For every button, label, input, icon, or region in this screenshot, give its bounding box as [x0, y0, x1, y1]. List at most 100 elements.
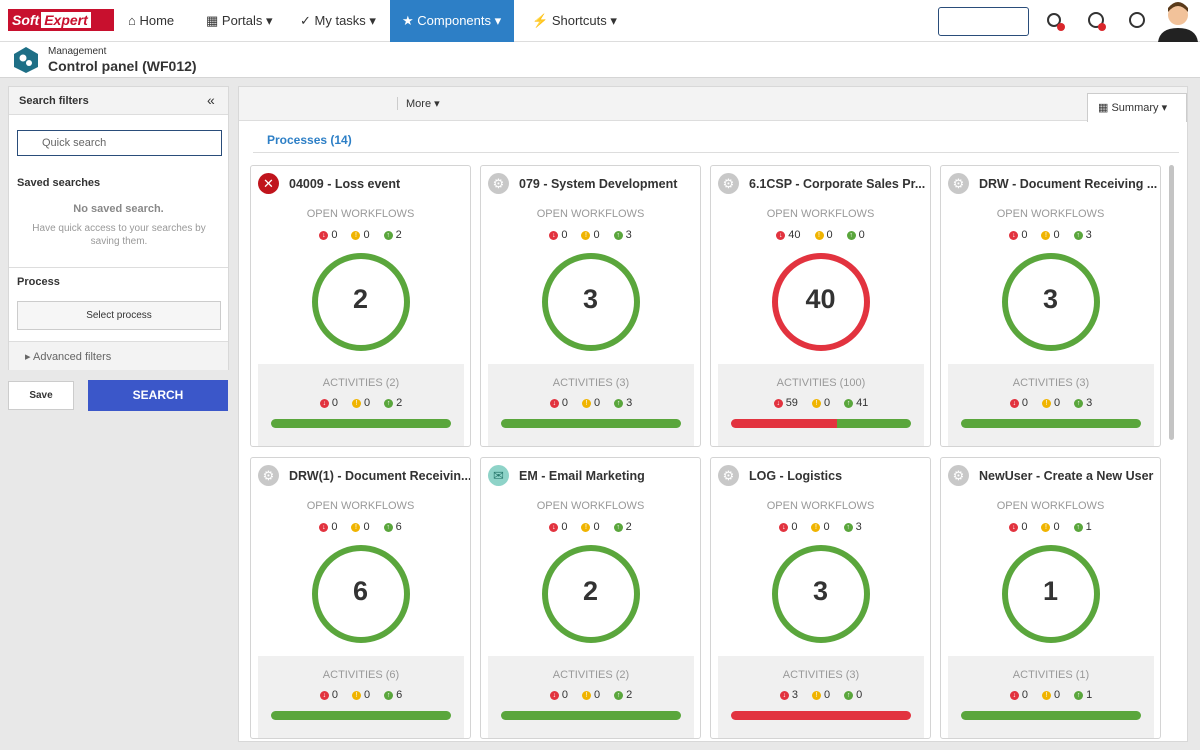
process-card[interactable]: ✉ EM - Email Marketing OPEN WORKFLOWS ↓ 0! 0 ↑…	[480, 457, 701, 739]
status-count: ↓ 0	[1009, 229, 1027, 241]
status-counts: ↓ 0! 0 ↑ 2	[258, 397, 464, 409]
count-value: 0	[823, 397, 831, 409]
total-value: 40	[805, 284, 836, 314]
status-icon: ↓	[779, 690, 789, 700]
status-count: ! 0	[581, 397, 601, 409]
activities-area: ACTIVITIES (2) ↓ 0! 0 ↑ 2	[488, 656, 694, 738]
process-card[interactable]: ⚙ 6.1CSP - Corporate Sales Pr... OPEN WORK…	[710, 165, 931, 447]
panel-title: Search filters	[19, 95, 89, 107]
total-ring	[772, 253, 870, 351]
status-count: ↑ 3	[843, 521, 862, 533]
count-value: 0	[1053, 229, 1060, 241]
status-count: ↑ 41	[844, 397, 868, 409]
status-count: ↓ 0	[549, 397, 568, 409]
total-value: 2	[352, 284, 369, 314]
avatar[interactable]	[1156, 0, 1200, 42]
module-icon	[14, 47, 38, 73]
status-icon: ↓	[319, 398, 329, 408]
count-value: 0	[593, 521, 600, 533]
count-value: 0	[1021, 229, 1028, 241]
process-card[interactable]: ✕ 04009 - Loss event OPEN WORKFLOWS ↓ 0! 0 ↑ 2 2…	[250, 165, 471, 447]
section-label: ACTIVITIES (3)	[1012, 377, 1090, 389]
process-card[interactable]: ⚙ NewUser - Create a New User OPEN WORKFLO…	[940, 457, 1161, 739]
status-count: ↑ 2	[614, 689, 632, 701]
status-count: ↑ 0	[844, 689, 862, 701]
status-count: ↓ 0	[779, 521, 797, 533]
status-icon: !	[811, 398, 821, 408]
collapse-button[interactable]: «	[207, 92, 215, 108]
section-label: OPEN WORKFLOWS	[536, 208, 645, 220]
empty-hint: Have quick access to your searches by sa…	[32, 223, 206, 247]
status-icon: ↓	[319, 522, 329, 532]
count-value: 1	[1086, 689, 1093, 701]
card-title: NewUser - Create a New User	[979, 469, 1154, 483]
scrollbar[interactable]	[1169, 165, 1174, 440]
status-icon: !	[1041, 230, 1051, 240]
status-icon: !	[581, 398, 591, 408]
status-count: ! 0	[581, 689, 600, 701]
total-value: 2	[582, 576, 599, 606]
status-count: ! 0	[811, 397, 831, 409]
select-process[interactable]: Select process	[17, 301, 221, 330]
count-value: 0	[593, 229, 600, 241]
nav-item[interactable]: ⌂ Home	[128, 13, 175, 28]
status-count: ↑ 1	[1074, 689, 1092, 701]
activities-area: ACTIVITIES (2) ↓ 0! 0 ↑ 2	[258, 364, 464, 446]
nav-item[interactable]: ★ Components ▾	[390, 0, 514, 42]
bar-segment	[501, 419, 681, 428]
process-card[interactable]: ⚙ DRW(1) - Document Receivin... OPEN WORKF…	[250, 457, 471, 739]
count-value: 2	[625, 521, 632, 533]
nav-item[interactable]: ▦ Portals ▾	[206, 13, 273, 28]
nav-item[interactable]: ✓ My tasks ▾	[300, 13, 376, 28]
status-count: ! 0	[1041, 229, 1060, 241]
logo[interactable]: Soft Expert	[8, 9, 114, 31]
search-box[interactable]	[938, 7, 1029, 36]
status-counts: ↓ 0! 0 ↑ 3	[481, 229, 700, 241]
status-icon: ↑	[383, 230, 393, 240]
total-ring	[1002, 253, 1100, 351]
status-icon: ↑	[614, 690, 624, 700]
section-label: ACTIVITIES (2)	[552, 669, 630, 681]
status-icon: ↓	[549, 398, 559, 408]
section-label: ACTIVITIES (3)	[782, 669, 860, 681]
process-card[interactable]: ⚙ DRW - Document Receiving ... OPEN WORKFL…	[940, 165, 1161, 447]
activity-bar	[961, 419, 1141, 428]
status-count: ↓ 0	[319, 229, 337, 241]
advanced-filters[interactable]: ▸ Advanced filters	[25, 351, 112, 363]
process-icon: ⚙	[488, 173, 509, 194]
top-bar: Soft Expert ⌂ Home ▦ Portals ▾ ✓ My tasks…	[0, 0, 1200, 42]
total-ring	[1002, 545, 1100, 643]
nav-item[interactable]: ⚡ Shortcuts ▾	[532, 13, 617, 28]
count-value: 0	[561, 397, 568, 409]
search-button[interactable]: SEARCH	[88, 380, 228, 411]
label: More	[406, 98, 432, 110]
card-title: DRW(1) - Document Receivin...	[289, 469, 471, 483]
quick-search[interactable]: Quick search	[17, 130, 222, 156]
status-count: ! 0	[351, 229, 370, 241]
count-value: 3	[625, 229, 632, 241]
status-icon: ↓	[1009, 522, 1019, 532]
status-icon: ↑	[384, 690, 394, 700]
save-button[interactable]: Save	[8, 381, 74, 410]
process-card[interactable]: ⚙ 079 - System Development OPEN WORKFLOWS ↓…	[480, 165, 701, 447]
status-count: ↑ 0	[846, 229, 865, 241]
process-card[interactable]: ⚙ LOG - Logistics OPEN WORKFLOWS ↓ 0! 0 ↑ 3 3 ACT…	[710, 457, 931, 739]
count-value: 59	[785, 397, 798, 409]
section-label: OPEN WORKFLOWS	[996, 208, 1105, 220]
status-icon: !	[1041, 522, 1051, 532]
more-menu[interactable]: More ▾	[397, 97, 440, 110]
count-value: 0	[593, 397, 601, 409]
total-ring	[772, 545, 870, 643]
count-value: 6	[395, 521, 402, 533]
section-label: OPEN WORKFLOWS	[766, 208, 875, 220]
status-icon: ↓	[1009, 230, 1019, 240]
status-count: ↓ 3	[779, 689, 798, 701]
status-count: ↓ 0	[319, 689, 338, 701]
section-label: ACTIVITIES (2)	[322, 377, 400, 389]
status-count: ↑ 3	[1073, 229, 1092, 241]
view-selector[interactable]: ▦ Summary ▾	[1087, 93, 1187, 122]
bar-segment	[731, 419, 838, 428]
activity-bar	[271, 711, 451, 720]
section-label: OPEN WORKFLOWS	[306, 500, 415, 512]
